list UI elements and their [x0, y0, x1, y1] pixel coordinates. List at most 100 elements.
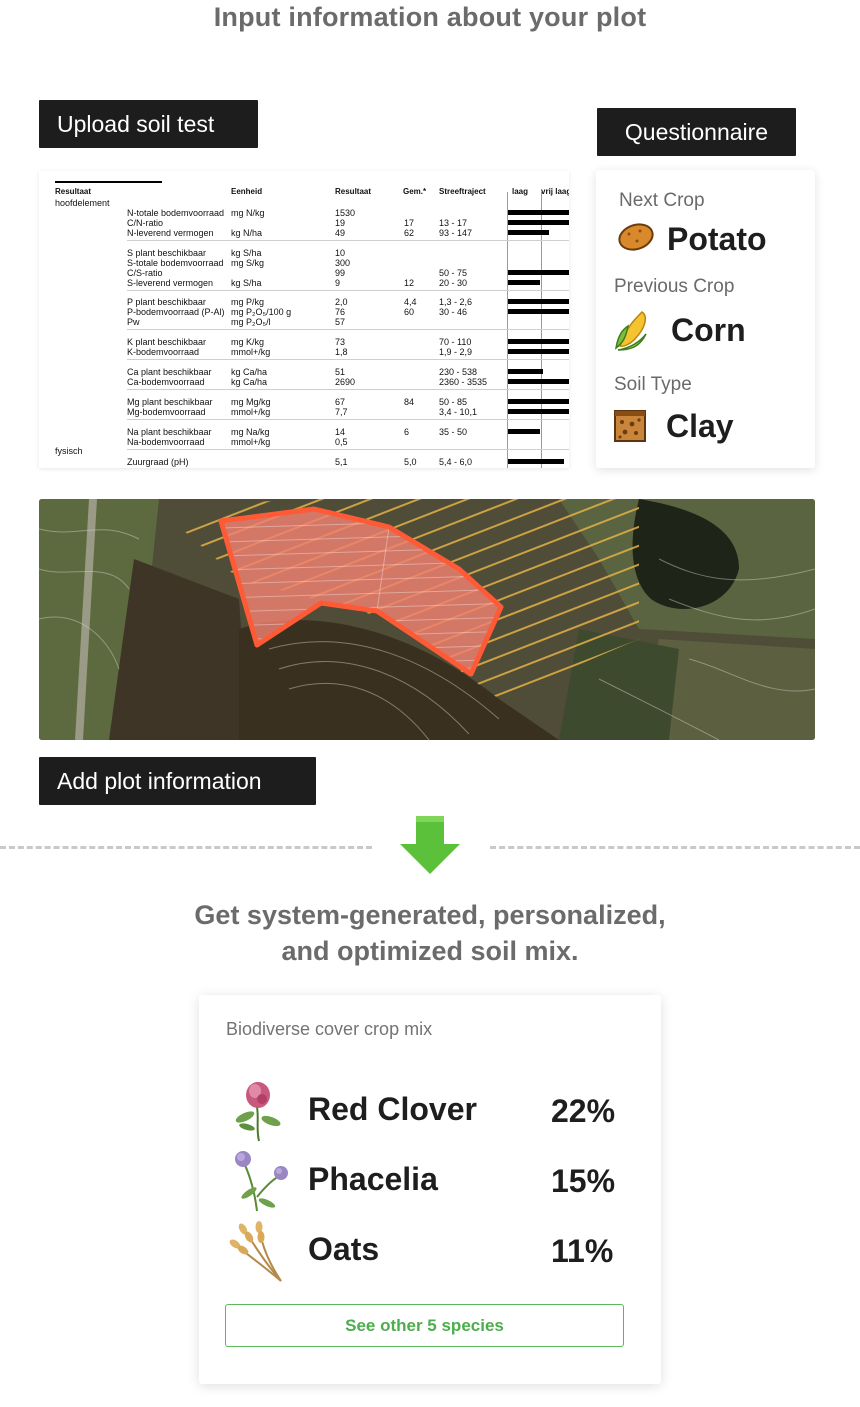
parameter-cell: Ca plant beschikbaar — [127, 367, 212, 377]
unit-cell: mmol+/kg — [231, 437, 271, 447]
mix-title: Biodiverse cover crop mix — [226, 1019, 433, 1039]
group-separator — [127, 359, 569, 360]
next-crop-label: Next Crop — [619, 190, 705, 211]
range-cell: 230 - 538 — [439, 367, 478, 377]
page-heading: Input information about your plot — [213, 2, 647, 32]
result-cell: 5,1 — [335, 457, 348, 467]
parameter-cell: S plant beschikbaar — [127, 248, 207, 258]
column-divider — [507, 192, 508, 468]
mix-item: Red Clover 22% — [199, 1077, 661, 1143]
average-cell: 5,0 — [404, 457, 417, 467]
plot-boundary[interactable] — [218, 506, 504, 677]
questionnaire-tag[interactable]: Questionnaire — [597, 108, 796, 156]
mix-item-name: Oats — [308, 1231, 380, 1267]
result-cell: 1,8 — [335, 347, 348, 357]
group-separator — [127, 329, 569, 330]
parameter-cell: S-leverend vermogen — [127, 278, 214, 288]
previous-crop-value: Corn — [671, 312, 746, 348]
section-physical: fysisch — [55, 446, 83, 456]
average-cell: 6 — [404, 427, 410, 437]
average-cell: 84 — [404, 397, 415, 407]
level-bar — [508, 309, 569, 314]
header-unit: Eenheid — [231, 187, 263, 196]
range-cell: 70 - 110 — [439, 337, 472, 347]
document-rule — [55, 181, 162, 183]
parameter-cell: K plant beschikbaar — [127, 337, 207, 347]
unit-cell: kg S/ha — [231, 248, 262, 258]
level-bar — [508, 339, 569, 344]
add-plot-information-tag[interactable]: Add plot information — [39, 757, 316, 805]
result-cell: 1530 — [335, 208, 356, 218]
range-cell: 35 - 50 — [439, 427, 468, 437]
upload-soil-test-tag[interactable]: Upload soil test — [39, 100, 258, 148]
average-cell: 17 — [404, 218, 415, 228]
group-separator — [127, 419, 569, 420]
parameter-cell: Zuurgraad (pH) — [127, 457, 189, 467]
range-cell: 20 - 30 — [439, 278, 468, 288]
result-cell: 7,7 — [335, 407, 348, 417]
group-separator — [127, 240, 569, 241]
header-parameter: Resultaat — [55, 187, 92, 196]
range-cell: 1,9 - 2,9 — [439, 347, 473, 357]
cover-crop-mix-card: Biodiverse cover crop mix Red Clover 22%… — [199, 995, 661, 1384]
range-cell: 5,4 - 6,0 — [439, 457, 473, 467]
range-cell: 93 - 147 — [439, 228, 473, 238]
result-heading-line-1: Get system-generated, personalized, — [194, 900, 666, 930]
unit-cell: mg P₂O₅/100 g — [231, 307, 292, 317]
soil-test-document[interactable]: Resultaat Eenheid Resultaat Gem.* Streef… — [39, 171, 569, 468]
group-separator — [127, 389, 569, 390]
average-cell: 62 — [404, 228, 415, 238]
parameter-cell: Mg-bodemvoorraad — [127, 407, 206, 417]
result-cell: 57 — [335, 317, 346, 327]
soil-type-value: Clay — [666, 408, 734, 444]
level-bar — [508, 270, 569, 275]
range-cell: 30 - 46 — [439, 307, 468, 317]
range-cell: 50 - 75 — [439, 268, 468, 278]
level-bar — [508, 280, 540, 285]
unit-cell: mmol+/kg — [231, 347, 271, 357]
mix-item-name: Red Clover — [308, 1091, 477, 1127]
divider-right — [490, 846, 860, 849]
header-fairly-low: vrij laag — [541, 187, 569, 196]
result-cell: 73 — [335, 337, 346, 347]
arrow-down-icon — [400, 816, 460, 874]
average-cell: 12 — [404, 278, 415, 288]
section-main: hoofdelement — [55, 198, 110, 208]
result-cell: 9 — [335, 278, 341, 288]
column-divider — [541, 192, 542, 468]
level-bar — [508, 230, 549, 235]
plot-map[interactable] — [39, 499, 815, 740]
next-crop-value: Potato — [667, 221, 767, 257]
level-bar — [508, 299, 569, 304]
mix-item-name: Phacelia — [308, 1161, 438, 1197]
questionnaire-card: Next Crop Potato Previous Crop Corn Soil… — [596, 170, 815, 468]
result-cell: 300 — [335, 258, 351, 268]
result-cell: 2,0 — [335, 297, 348, 307]
unit-cell: kg Ca/ha — [231, 367, 268, 377]
level-bar — [508, 429, 540, 434]
level-bar — [508, 379, 569, 384]
red-clover-icon — [235, 1082, 281, 1142]
result-cell: 10 — [335, 248, 346, 258]
mix-item-percent: 22% — [551, 1093, 616, 1129]
parameter-cell: C/N-ratio — [127, 218, 164, 228]
clay-soil-icon — [614, 410, 646, 442]
parameter-cell: S-totale bodemvoorraad — [127, 258, 224, 268]
unit-cell: mg Mg/kg — [231, 397, 271, 407]
parameter-cell: Mg plant beschikbaar — [127, 397, 213, 407]
unit-cell: kg N/ha — [231, 228, 263, 238]
see-other-species-button[interactable]: See other 5 species — [225, 1304, 624, 1347]
parameter-cell: C/S-ratio — [127, 268, 163, 278]
soil-type-label: Soil Type — [614, 374, 692, 395]
header-average: Gem.* — [403, 187, 427, 196]
level-bar — [508, 210, 569, 215]
result-cell: 2690 — [335, 377, 356, 387]
group-separator — [127, 290, 569, 291]
level-bar — [508, 349, 569, 354]
range-cell: 2360 - 3535 — [439, 377, 488, 387]
parameter-cell: N-totale bodemvoorraad — [127, 208, 225, 218]
range-cell: 13 - 17 — [439, 218, 468, 228]
level-bar — [508, 409, 569, 414]
mix-item-percent: 15% — [551, 1163, 616, 1199]
unit-cell: mg Na/kg — [231, 427, 270, 437]
